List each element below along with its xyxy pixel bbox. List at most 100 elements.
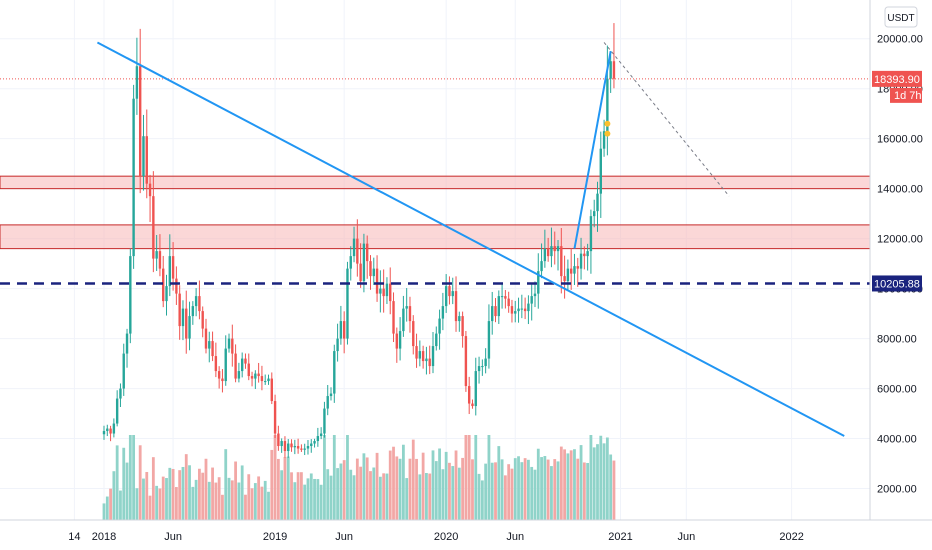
volume-bar [372, 467, 376, 520]
candle-body [438, 318, 441, 334]
volume-bar [596, 444, 599, 520]
volume-bar [207, 481, 211, 520]
candle-body [392, 301, 395, 334]
candle-body [145, 136, 148, 184]
candle-body [201, 311, 204, 329]
volume-bar [346, 435, 349, 520]
candle-body [421, 351, 425, 362]
volume-bar [434, 461, 438, 520]
volume-bar [217, 477, 221, 520]
volume-bar [477, 473, 481, 520]
candle-body [402, 308, 405, 332]
y-tick-label: 2000.00 [877, 484, 917, 496]
volume-bar [464, 435, 468, 520]
volume-bar [438, 448, 441, 520]
candle-body [264, 381, 267, 383]
candle-body [461, 316, 464, 337]
volume-bar [194, 479, 198, 520]
candle-body [254, 373, 257, 379]
currency-button[interactable]: USDT [884, 6, 918, 28]
support-badge: 10205.88 [872, 275, 922, 292]
volume-bar [507, 464, 511, 520]
last-price-badge-bg [872, 70, 922, 87]
candle-body [425, 358, 428, 362]
candle-body [451, 291, 454, 297]
volume-bar [161, 476, 165, 520]
volume-bar [263, 480, 267, 520]
candle-body [530, 296, 533, 304]
candle-body [504, 296, 507, 299]
volume-bar [408, 458, 412, 520]
candle-body [122, 353, 125, 389]
candle-body [553, 246, 556, 252]
candle-body [444, 286, 448, 307]
trendlines[interactable] [96, 41, 845, 437]
volume-bar [319, 484, 323, 520]
candle-body [270, 378, 273, 402]
candle-body [273, 401, 277, 434]
volume-bar [142, 478, 145, 520]
candle-body [418, 351, 422, 359]
volume-bar [395, 456, 399, 520]
candle-body [573, 266, 576, 274]
candle-body [356, 238, 359, 264]
x-tick-label: Jun [506, 531, 524, 543]
volume-bar [401, 444, 405, 520]
volume-bar [240, 465, 244, 520]
currency-button-label[interactable]: USDT [887, 13, 914, 24]
candle-body [362, 243, 366, 282]
volume-bar [533, 469, 537, 520]
candle-body [596, 193, 599, 212]
candle-body [546, 248, 550, 257]
candle-body [359, 263, 362, 282]
candle-body [132, 98, 135, 257]
candle-body [115, 398, 119, 424]
candle-body [119, 388, 122, 399]
candle-body [125, 333, 129, 354]
trendline[interactable] [573, 51, 612, 249]
price-axis[interactable]: 2000.004000.006000.008000.0010000.001200… [877, 34, 923, 496]
candle-body [227, 338, 231, 349]
candle-body [287, 443, 290, 452]
candle-body [300, 448, 303, 450]
resistance-zone[interactable] [0, 175, 871, 190]
candle-body [583, 253, 586, 257]
candle-body [188, 316, 191, 339]
candle-body [181, 308, 185, 327]
volume-bar [487, 435, 491, 520]
candle-body [247, 363, 250, 377]
event-marker[interactable] [604, 130, 611, 137]
candle-body [260, 376, 264, 382]
candle-body [589, 216, 593, 252]
candle-body [556, 246, 560, 252]
candle-body [323, 408, 326, 434]
volume-bar [165, 478, 168, 520]
candle-body [283, 441, 287, 452]
volume-bar [480, 480, 484, 520]
volume-bar [428, 473, 432, 520]
volume-bar [579, 445, 583, 520]
volume-bar [257, 476, 261, 520]
volume-bar [125, 462, 129, 520]
candle-body [306, 446, 310, 449]
volume-bar [201, 472, 205, 520]
candle-body [464, 336, 468, 387]
event-marker[interactable] [604, 120, 611, 127]
currency-button-frame[interactable] [884, 6, 918, 28]
volume-bar [303, 484, 307, 520]
volume-bar [418, 474, 422, 520]
projection-line[interactable] [603, 42, 730, 197]
candle-body [303, 448, 306, 450]
volume-bar [214, 482, 218, 520]
candle-body [372, 268, 375, 277]
resistance-zone[interactable] [0, 224, 871, 250]
volume-bar [115, 445, 119, 520]
candle-body [441, 306, 445, 319]
volume-bar [454, 450, 458, 520]
volume-bar [405, 478, 409, 520]
volume-bar [451, 466, 455, 520]
time-axis[interactable]: 14 2018 Jun 2019 Jun 2020 Jun 2021 Jun 2022 [68, 531, 804, 543]
trendline[interactable] [96, 41, 845, 437]
candle-body [329, 393, 333, 397]
